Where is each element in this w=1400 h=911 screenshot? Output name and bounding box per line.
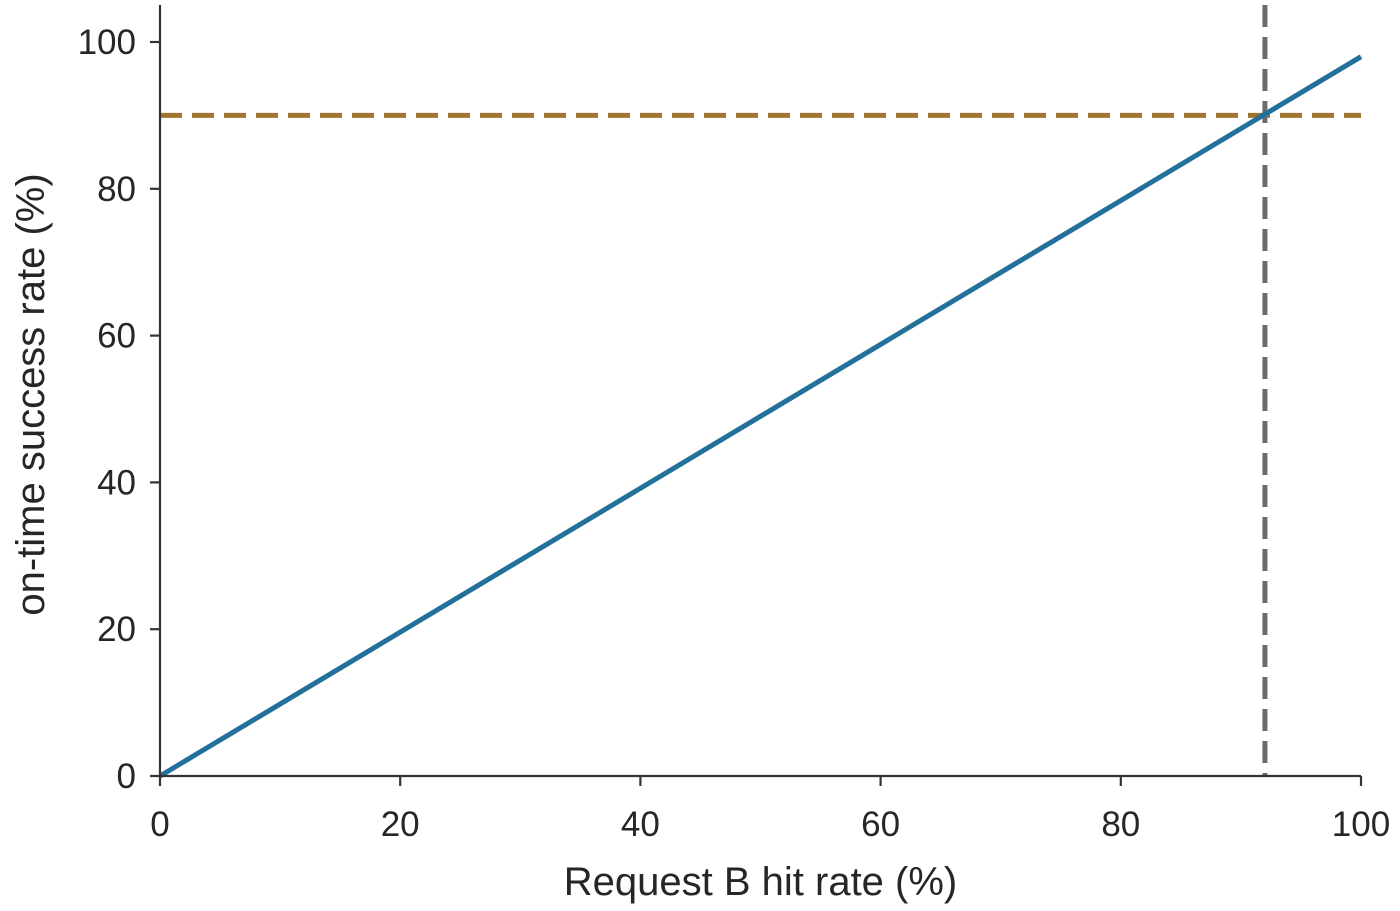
axes xyxy=(158,5,1361,778)
x-tick-label: 40 xyxy=(621,805,660,844)
x-tick-label: 0 xyxy=(150,805,169,844)
x-ticks: 0 20 40 60 80 100 xyxy=(150,776,1390,844)
series-line xyxy=(158,54,1363,779)
reference-lines xyxy=(160,5,1361,776)
series-layer xyxy=(158,54,1363,779)
x-tick-label: 20 xyxy=(381,805,420,844)
y-tick-label: 40 xyxy=(97,463,136,502)
y-tick-label: 60 xyxy=(97,317,136,356)
y-axis-label: on-time success rate (%) xyxy=(9,173,53,615)
y-tick-label: 80 xyxy=(97,170,136,209)
x-tick-label: 100 xyxy=(1332,805,1390,844)
y-ticks: 0 20 40 60 80 100 xyxy=(78,23,160,796)
x-tick-label: 80 xyxy=(1101,805,1140,844)
y-tick-label: 100 xyxy=(78,23,136,62)
y-tick-label: 20 xyxy=(97,610,136,649)
x-axis-label: Request B hit rate (%) xyxy=(564,860,958,904)
y-tick-label: 0 xyxy=(117,757,136,796)
x-tick-label: 60 xyxy=(861,805,900,844)
